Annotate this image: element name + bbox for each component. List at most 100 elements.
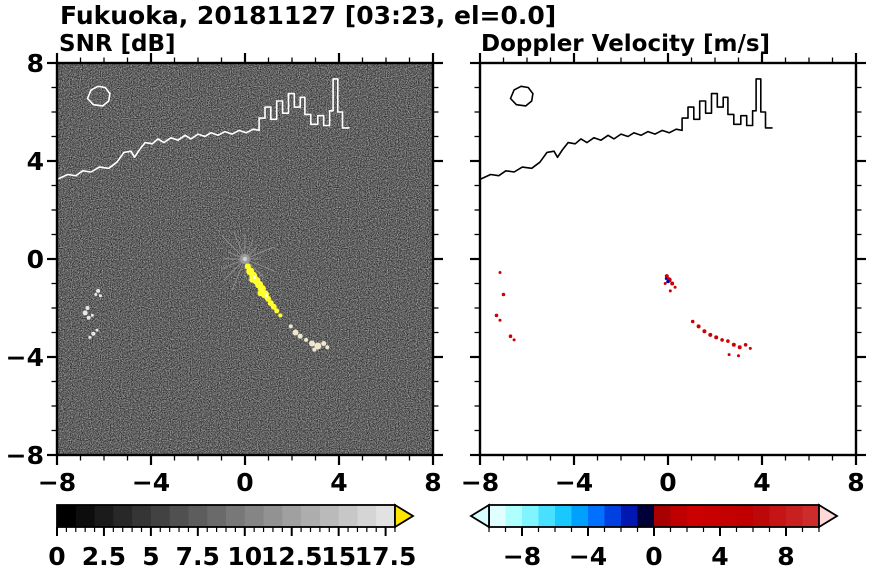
colorbar-segment bbox=[769, 505, 787, 527]
echo-southeast-red-arc bbox=[708, 332, 713, 337]
snr-panel: −8 −8 −4 −4 0 0 4 4 8 8 bbox=[6, 49, 443, 497]
colorbar-label: 0 bbox=[645, 542, 662, 570]
echo-southeast-blobs bbox=[292, 329, 299, 336]
echo-west-clutter bbox=[96, 288, 101, 293]
echo-west-red-specks bbox=[494, 313, 499, 318]
echo-southeast-blobs bbox=[314, 342, 322, 350]
colorbar-segment bbox=[654, 505, 672, 527]
echo-west-clutter bbox=[85, 306, 90, 310]
echo-southeast-blobs bbox=[325, 345, 330, 350]
echo-yellow-streak bbox=[274, 308, 280, 314]
x-tick-label: −4 bbox=[555, 468, 593, 497]
colorbar-label: 10 bbox=[227, 542, 262, 570]
colorbar-segment bbox=[113, 505, 133, 527]
colorbar-segment bbox=[489, 505, 507, 527]
colorbar-segment bbox=[571, 505, 589, 527]
echo-west-clutter bbox=[86, 315, 91, 320]
echo-center-red-cluster bbox=[670, 281, 675, 286]
colorbar-segment bbox=[376, 505, 396, 527]
colorbar-label: 17.5 bbox=[355, 542, 417, 570]
radar-center-spoke bbox=[233, 232, 244, 256]
colorbar-label: 0 bbox=[48, 542, 65, 570]
echo-streak-highlights bbox=[252, 275, 256, 279]
colorbar-segment bbox=[670, 505, 688, 527]
colorbar-segment bbox=[588, 505, 606, 527]
echo-southeast-red-arc bbox=[690, 319, 695, 324]
x-tick-label: 8 bbox=[424, 468, 441, 497]
colorbar-segment bbox=[244, 505, 265, 527]
echo-southeast-blobs bbox=[312, 347, 317, 352]
echo-southeast-red-arc bbox=[720, 338, 724, 342]
echo-west-clutter bbox=[91, 331, 96, 336]
colorbar-label: 15 bbox=[321, 542, 356, 570]
y-tick-label: −4 bbox=[6, 343, 44, 372]
colorbar-label: 7.5 bbox=[176, 542, 220, 570]
colorbar-segment bbox=[522, 505, 540, 527]
echo-center-red-cluster bbox=[668, 289, 672, 293]
coastline bbox=[479, 78, 773, 181]
echo-west-clutter bbox=[94, 293, 98, 296]
echo-southeast-blobs bbox=[309, 340, 315, 347]
velocity-panel-title: Doppler Velocity [m/s] bbox=[481, 31, 771, 57]
colorbar-segment bbox=[338, 505, 359, 527]
colorbar-segment bbox=[357, 505, 377, 527]
radar-center-spoke bbox=[223, 261, 243, 281]
colorbar-label: 4 bbox=[711, 542, 728, 570]
colorbar-segment bbox=[301, 505, 321, 527]
panel-background bbox=[480, 63, 856, 455]
echo-west-clutter bbox=[88, 335, 92, 339]
echo-southeast-blobs bbox=[321, 341, 327, 346]
colorbar-segment bbox=[226, 505, 246, 527]
echo-center-blue-bit bbox=[666, 279, 670, 284]
colorbar-segment bbox=[75, 505, 96, 527]
echo-streak-highlights bbox=[264, 294, 268, 298]
colorbar-over-arrow bbox=[394, 503, 415, 529]
colorbar-segment bbox=[802, 505, 820, 527]
radar-center-spoke bbox=[247, 261, 265, 279]
colorbar-segment bbox=[538, 505, 556, 527]
echo-southeast-red-arc bbox=[714, 335, 719, 340]
echo-west-red-specks bbox=[498, 271, 502, 274]
x-tick-label: −4 bbox=[132, 468, 170, 497]
echo-center-red-cluster bbox=[673, 285, 677, 289]
colorbar-segment bbox=[736, 505, 754, 527]
colorbar-segment bbox=[188, 505, 208, 527]
snr-colorbar: 0 2.5 5 7.5 10 12.5 15 17.5 bbox=[48, 503, 416, 570]
radar-center-spoke bbox=[248, 260, 274, 272]
echo-west-clutter bbox=[82, 310, 88, 316]
colorbar-segment bbox=[505, 505, 523, 527]
colorbar-segment bbox=[786, 505, 804, 527]
echo-southeast-blobs bbox=[304, 337, 309, 342]
x-tick-label: 4 bbox=[753, 468, 770, 497]
x-tick-label: 8 bbox=[847, 468, 864, 497]
colorbar-segment bbox=[720, 505, 738, 527]
x-tick-label: 4 bbox=[330, 468, 347, 497]
coastline bbox=[86, 85, 111, 107]
y-tick-label: 8 bbox=[27, 49, 44, 78]
radar-center-spoke bbox=[246, 239, 254, 256]
echo-southeast-red-arc bbox=[702, 329, 707, 334]
radar-center-spoke bbox=[247, 246, 258, 257]
echo-southeast-red-arc bbox=[737, 354, 740, 358]
snr-plot: −8−8 −4 −4 0 0 4 4 8 8 bbox=[6, 49, 443, 497]
colorbar-segment bbox=[263, 505, 283, 527]
y-tick-label: 4 bbox=[27, 147, 44, 176]
echo-southeast-red-arc bbox=[726, 339, 730, 343]
echo-southeast-red-arc bbox=[727, 353, 731, 357]
colorbar-segment bbox=[604, 505, 622, 527]
echo-west-red-specks bbox=[501, 292, 506, 297]
echo-center-blue-bit bbox=[664, 277, 668, 280]
colorbar-segment bbox=[637, 505, 655, 527]
snr-panel-title: SNR [dB] bbox=[59, 31, 176, 57]
colorbar-label: −4 bbox=[569, 542, 607, 570]
echo-west-red-specks bbox=[512, 338, 516, 342]
colorbar-segment bbox=[150, 505, 171, 527]
colorbar-segment bbox=[132, 505, 152, 527]
velocity-colorbar: −8 −4 0 4 8 bbox=[469, 503, 839, 570]
figure-title: Fukuoka, 20181127 [03:23, el=0.0] bbox=[60, 1, 557, 30]
echo-west-clutter bbox=[99, 294, 102, 298]
colorbar-segment bbox=[753, 505, 771, 527]
echo-southeast-red-arc bbox=[748, 346, 752, 350]
radar-center-spoke bbox=[248, 246, 275, 258]
colorbar-segment bbox=[57, 505, 77, 527]
